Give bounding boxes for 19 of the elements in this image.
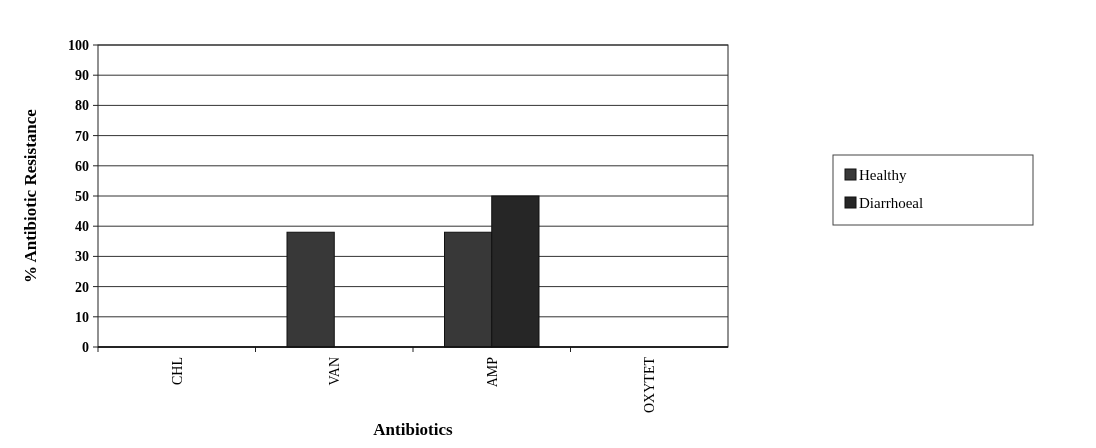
- x-tick-label: VAN: [327, 357, 343, 386]
- x-tick-label: CHL: [169, 357, 185, 385]
- y-tick-label: 80: [75, 98, 89, 114]
- y-tick-label: 40: [75, 219, 89, 235]
- y-tick-label: 20: [75, 279, 89, 295]
- y-tick-label: 0: [82, 339, 89, 355]
- legend-label: Diarrhoeal: [859, 195, 924, 212]
- y-tick-label: 10: [75, 309, 89, 325]
- y-tick-label: 60: [75, 158, 89, 174]
- x-tick-label: OXYTET: [642, 356, 658, 413]
- y-tick-label: 100: [68, 37, 89, 53]
- x-axis-title: Antibiotics: [373, 420, 454, 439]
- y-tick-label: 30: [75, 249, 89, 265]
- y-tick-label: 50: [75, 188, 89, 204]
- y-tick-label: 90: [75, 68, 89, 84]
- legend-label: Healthy: [859, 167, 907, 184]
- x-tick-label: AMP: [484, 356, 500, 388]
- y-tick-label: 70: [75, 128, 89, 144]
- y-axis-title: % Antibiotic Resistance: [21, 108, 40, 283]
